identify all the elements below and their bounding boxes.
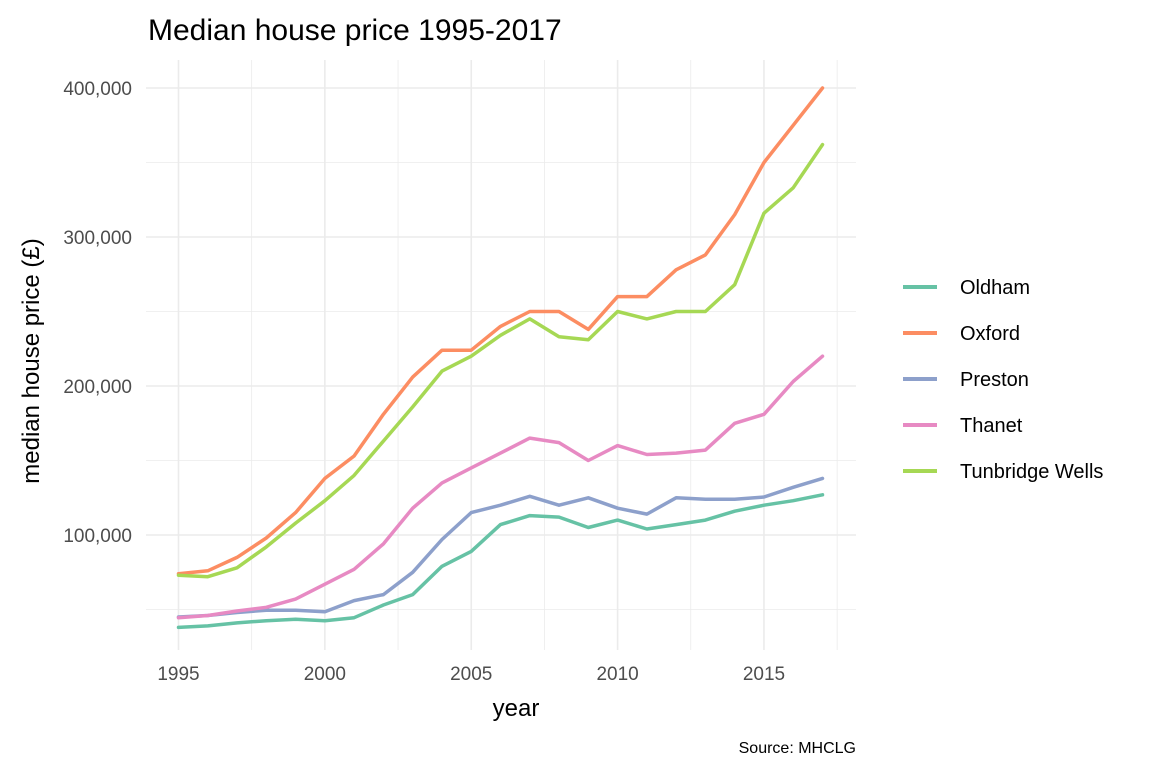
legend-label: Preston — [960, 369, 1029, 391]
x-tick-label: 2000 — [304, 664, 346, 685]
series-line-tunbridge-wells — [176, 142, 825, 579]
legend-label: Oldham — [960, 277, 1030, 299]
series-line-oxford — [176, 86, 825, 576]
series-line-thanet — [176, 354, 825, 620]
legend-label: Thanet — [960, 415, 1023, 437]
y-axis-title: median house price (£) — [18, 238, 45, 483]
y-tick-label: 300,000 — [63, 228, 132, 249]
chart-caption: Source: MHCLG — [739, 740, 856, 757]
y-tick-label: 400,000 — [63, 79, 132, 100]
y-axis-ticks: 100,000 200,000 300,000 400,000 — [63, 79, 132, 547]
x-tick-label: 2010 — [596, 664, 638, 685]
legend-label: Oxford — [960, 323, 1020, 345]
x-axis-title: year — [493, 695, 540, 722]
legend-label: Tunbridge Wells — [960, 461, 1103, 483]
x-tick-label: 2015 — [743, 664, 785, 685]
y-tick-label: 100,000 — [63, 526, 132, 547]
y-tick-label: 200,000 — [63, 377, 132, 398]
legend: Oldham Oxford Preston Thanet Tunbridge Wells — [903, 277, 1103, 483]
x-axis-ticks: 1995 2000 2005 2010 2015 — [157, 664, 785, 685]
series-line-preston — [176, 476, 825, 619]
plot-grid — [146, 60, 856, 650]
chart-title: Median house price 1995-2017 — [148, 14, 562, 47]
x-tick-label: 1995 — [157, 664, 199, 685]
series-line-oldham — [176, 493, 825, 630]
plot-series — [176, 86, 825, 630]
x-tick-label: 2005 — [450, 664, 492, 685]
